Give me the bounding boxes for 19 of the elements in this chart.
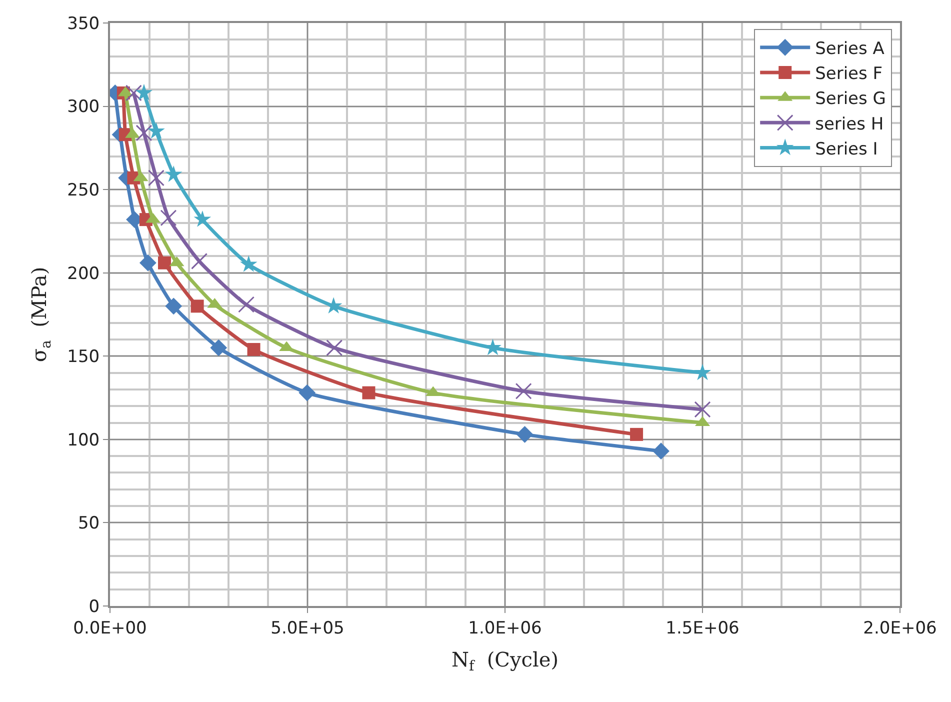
y-tick-label: 100 xyxy=(67,430,100,450)
legend-label: series H xyxy=(815,114,884,134)
x-tick-label: 2.0E+06 xyxy=(863,618,937,638)
x-tick-label: 5.0E+05 xyxy=(270,618,344,638)
legend-label: Series G xyxy=(815,89,886,110)
legend-label: Series I xyxy=(815,139,878,160)
x-tick-label: 0.0E+00 xyxy=(73,618,147,638)
y-tick-label: 50 xyxy=(78,514,100,534)
y-tick-label: 200 xyxy=(67,264,100,284)
legend-label: Series F xyxy=(815,64,883,84)
x-axis-title: N$_{f}$ (Cycle) xyxy=(451,647,559,675)
y-tick-label: 300 xyxy=(67,97,100,118)
y-tick-label: 150 xyxy=(67,347,100,368)
x-tick-label: 1.5E+06 xyxy=(666,618,740,638)
x-tick-label: 1.0E+06 xyxy=(468,618,542,638)
y-tick-label: 0 xyxy=(88,596,100,617)
legend-label: Series A xyxy=(815,39,885,60)
y-tick-label: 350 xyxy=(67,14,100,34)
y-tick-label: 250 xyxy=(67,180,100,201)
